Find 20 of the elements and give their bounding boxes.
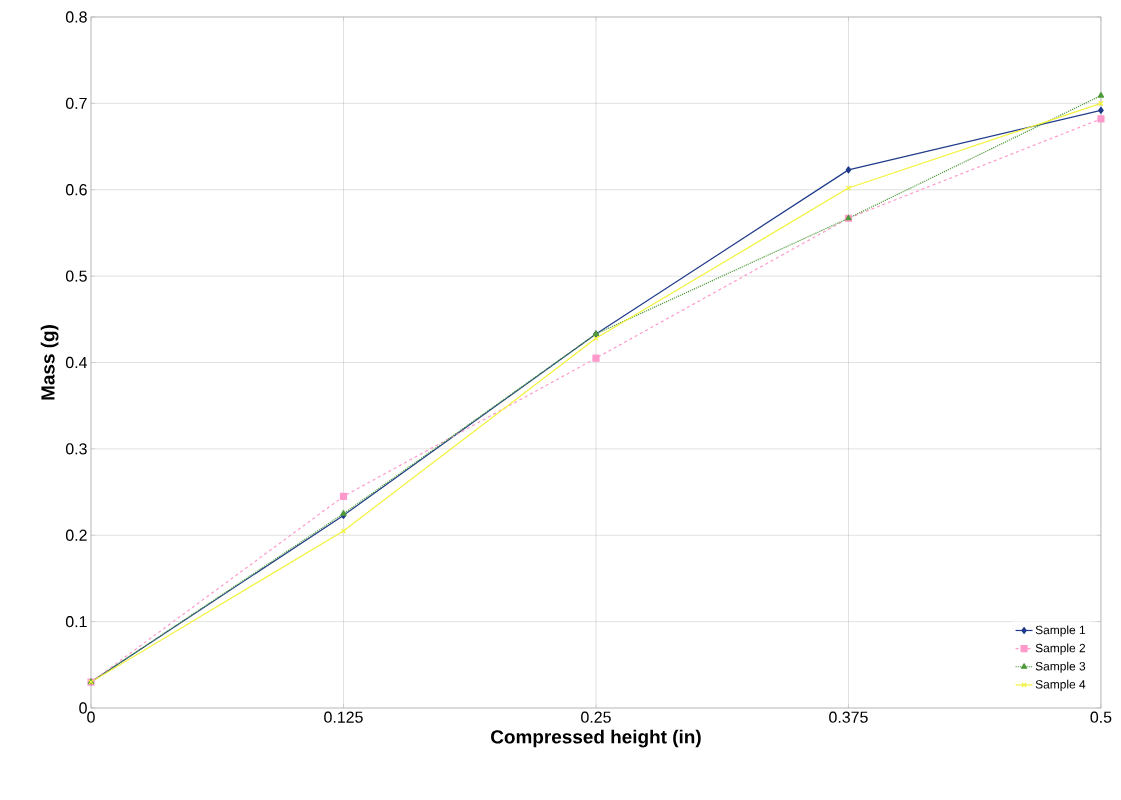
y-tick-label: 0 (79, 702, 87, 714)
x-tick-label: 0.5 (1090, 711, 1112, 723)
x-tick-label: 0 (87, 711, 95, 723)
y-tick-label: 0.5 (65, 270, 87, 282)
x-tick-label: 0.25 (581, 711, 611, 723)
y-tick-label: 0.2 (65, 529, 87, 541)
y-tick-label: 0.1 (65, 615, 87, 628)
x-axis-title: Compressed height (in) (491, 729, 701, 748)
x-tick-label: 0.375 (829, 711, 868, 723)
y-tick-label: 0.8 (65, 11, 87, 23)
y-tick-label: 0.4 (65, 356, 88, 369)
y-tick-label: 0.3 (65, 443, 87, 455)
legend-label: Sample 4 (1035, 679, 1086, 691)
x-tick-label: 0.125 (324, 711, 363, 723)
y-tick-label: 0.6 (65, 184, 87, 196)
y-axis-title: Mass (g) (40, 325, 59, 400)
y-tick-label: 0.7 (65, 97, 87, 110)
legend-label: Sample 1 (1035, 625, 1086, 637)
legend-label: Sample 2 (1035, 643, 1086, 655)
legend-label: Sample 3 (1035, 661, 1086, 673)
